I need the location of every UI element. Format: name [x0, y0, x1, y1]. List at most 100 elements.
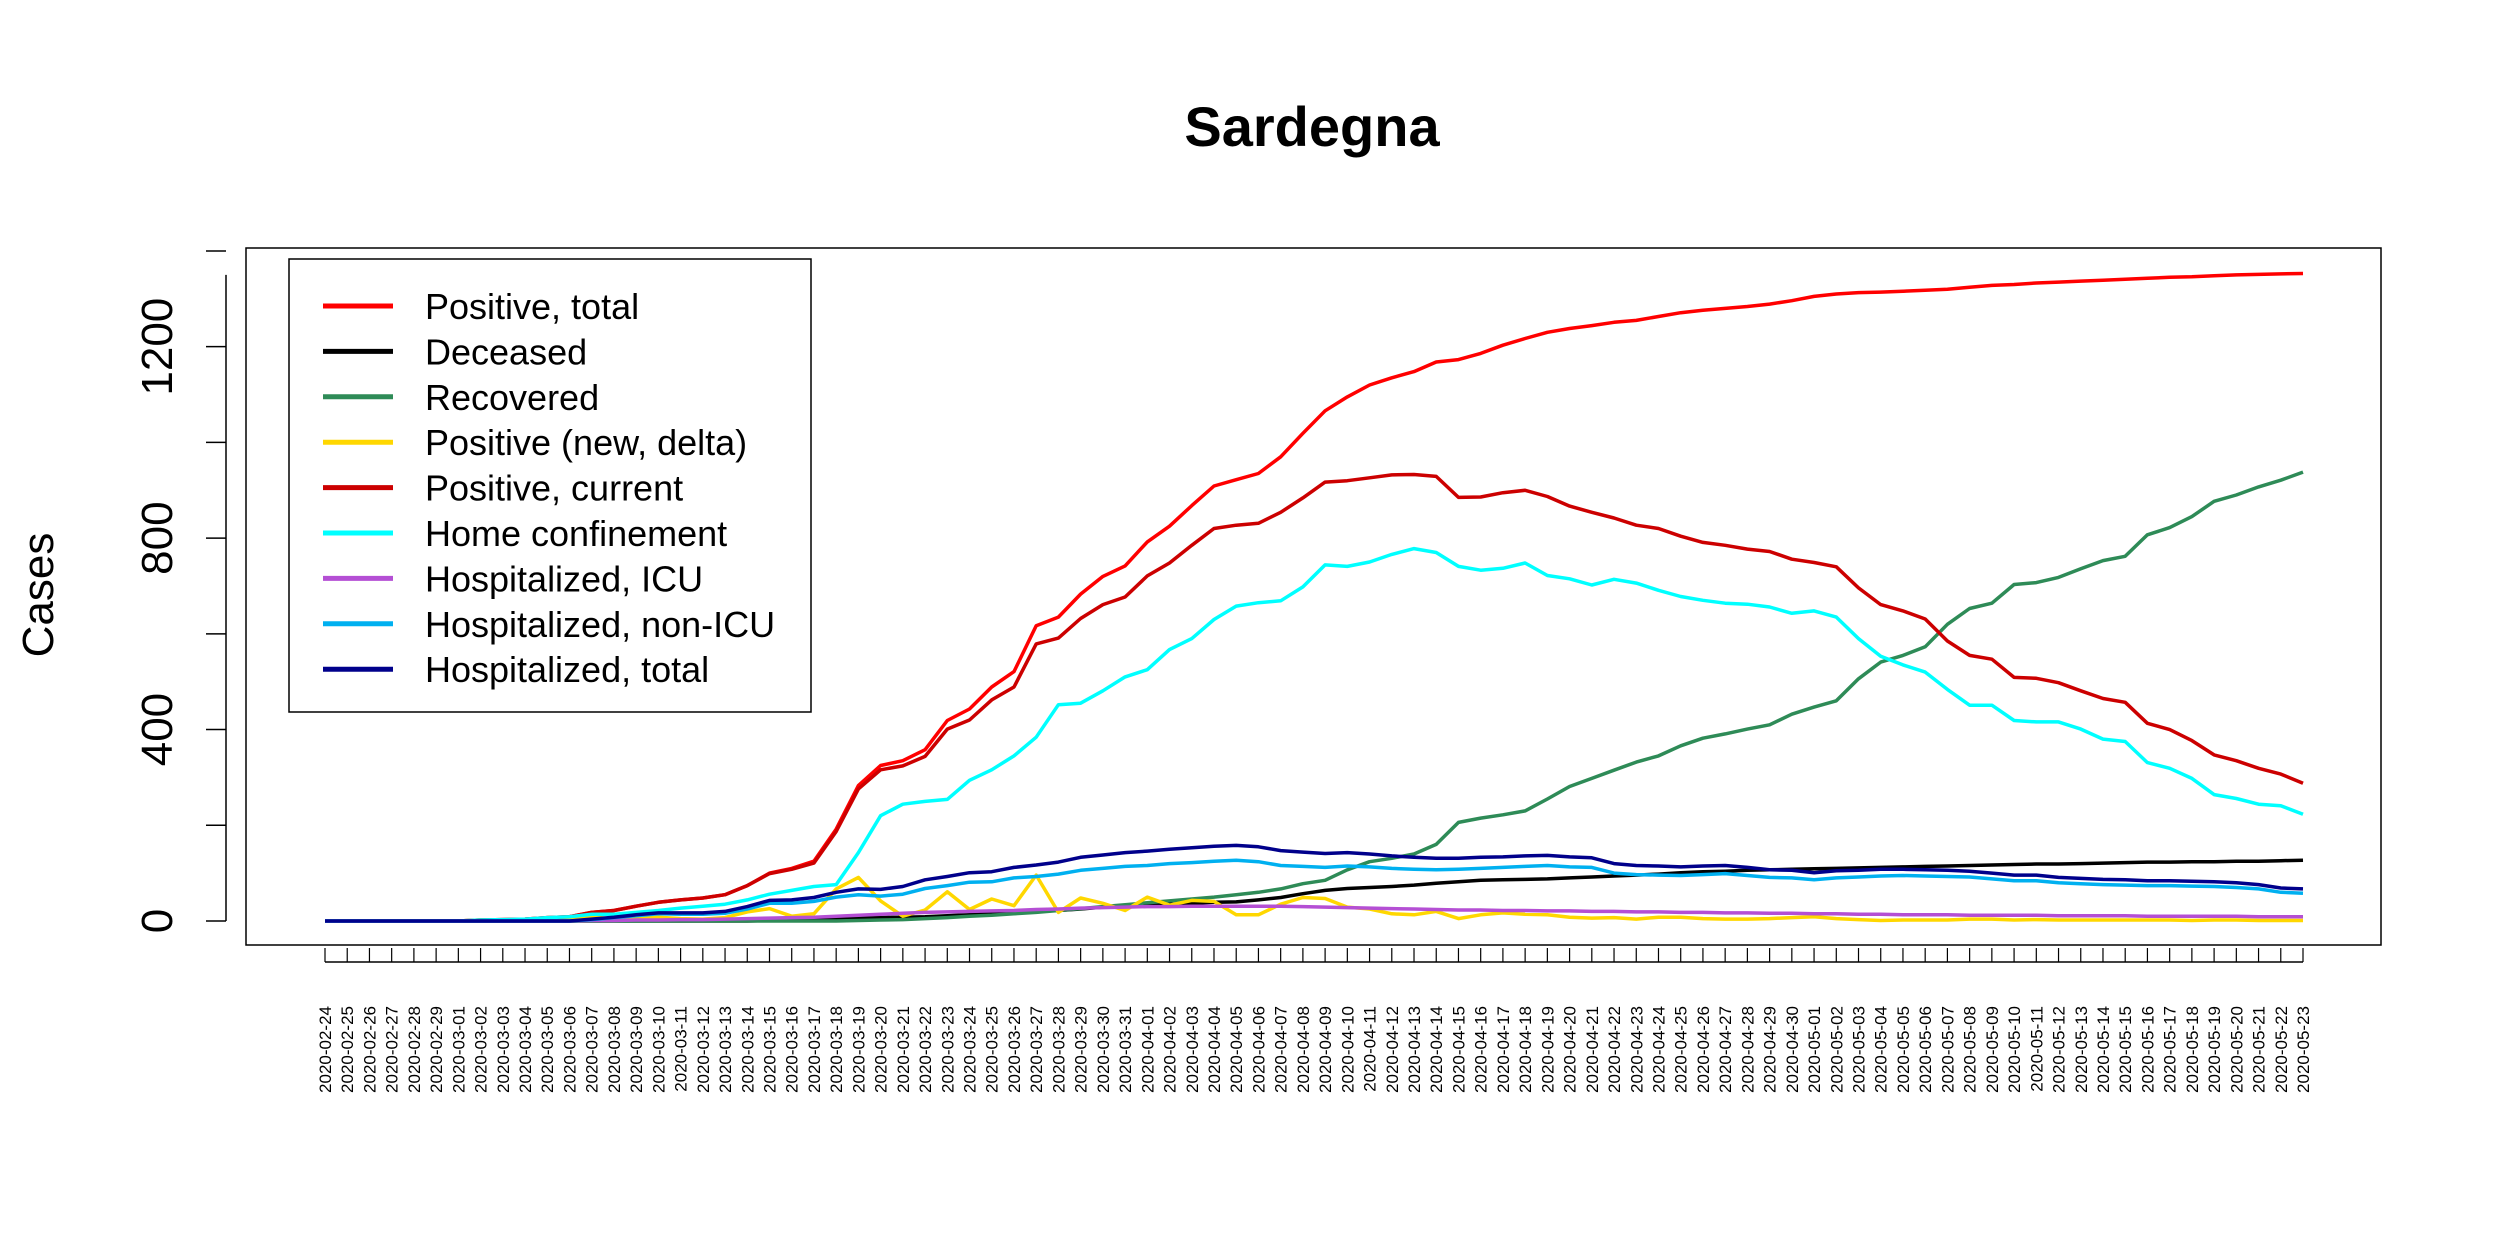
- x-tick-label: 2020-02-26: [360, 1006, 379, 1093]
- x-tick-label: 2020-04-16: [1472, 1006, 1491, 1093]
- x-tick-label: 2020-03-19: [849, 1006, 868, 1093]
- x-tick-label: 2020-04-19: [1538, 1006, 1557, 1093]
- x-tick-label: 2020-03-28: [1049, 1006, 1068, 1093]
- series-layer: [325, 271, 2304, 923]
- x-tick-label: 2020-04-22: [1605, 1006, 1624, 1093]
- y-axis-label: Cases: [14, 533, 63, 658]
- x-tick-label: 2020-04-26: [1694, 1006, 1713, 1093]
- x-tick-label: 2020-03-02: [472, 1006, 491, 1093]
- x-tick-label: 2020-05-14: [2094, 1006, 2113, 1093]
- x-tick-label: 2020-04-01: [1138, 1006, 1157, 1093]
- y-axis: 0 400 800 1200: [133, 250, 227, 933]
- x-tick-label: 2020-05-11: [2027, 1006, 2046, 1092]
- x-tick-label: 2020-03-21: [894, 1006, 913, 1093]
- x-tick-label: 2020-03-17: [805, 1006, 824, 1093]
- x-tick-label: 2020-05-21: [2250, 1006, 2269, 1093]
- x-tick-label: 2020-04-30: [1783, 1006, 1802, 1093]
- x-tick-label: 2020-04-20: [1561, 1006, 1580, 1093]
- legend-label: Home confinement: [425, 513, 727, 554]
- y-tick-label: 0: [133, 909, 182, 933]
- x-tick-label: 2020-03-24: [961, 1006, 980, 1093]
- chart-title: Sardegna: [1184, 95, 1440, 158]
- x-tick-label: 2020-03-27: [1027, 1006, 1046, 1093]
- x-tick-label: 2020-03-25: [983, 1006, 1002, 1093]
- x-tick-label: 2020-05-05: [1894, 1006, 1913, 1093]
- x-tick-label: 2020-04-29: [1761, 1006, 1780, 1093]
- x-tick-label: 2020-04-07: [1272, 1006, 1291, 1093]
- x-tick-label: 2020-03-29: [1072, 1006, 1091, 1093]
- x-tick-label: 2020-04-18: [1516, 1006, 1535, 1093]
- x-tick-label: 2020-03-04: [516, 1006, 535, 1093]
- x-tick-label: 2020-04-21: [1583, 1006, 1602, 1093]
- x-tick-label: 2020-04-08: [1294, 1006, 1313, 1093]
- x-tick-label: 2020-04-13: [1405, 1006, 1424, 1093]
- x-tick-label: 2020-03-14: [738, 1006, 757, 1093]
- x-tick-label: 2020-03-06: [560, 1006, 579, 1093]
- y-tick-label: 400: [133, 693, 182, 766]
- x-tick-label: 2020-03-08: [605, 1006, 624, 1093]
- x-tick-label: 2020-03-31: [1116, 1006, 1135, 1093]
- series-line-7: [325, 904, 2303, 923]
- x-tick-label: 2020-03-16: [783, 1006, 802, 1093]
- x-tick-label: 2020-05-19: [2205, 1006, 2224, 1093]
- x-axis: 2020-02-24 2020-02-25 2020-02-26 2020-02-27…: [316, 948, 2313, 1093]
- x-tick-label: 2020-03-13: [716, 1006, 735, 1093]
- legend-label: Deceased: [425, 331, 587, 372]
- x-tick-label: 2020-02-29: [427, 1006, 446, 1093]
- x-tick-label: 2020-04-05: [1227, 1006, 1246, 1093]
- x-tick-label: 2020-03-20: [872, 1006, 891, 1093]
- legend-label: Hospitalized, total: [425, 649, 709, 690]
- x-tick-label: 2020-05-10: [2005, 1006, 2024, 1093]
- x-tick-label: 2020-05-17: [2161, 1006, 2180, 1093]
- x-tick-label: 2020-05-20: [2227, 1006, 2246, 1093]
- series-line-6: [325, 546, 2304, 923]
- x-tick-label: 2020-05-04: [1872, 1006, 1891, 1093]
- x-tick-label: 2020-03-10: [649, 1006, 668, 1093]
- x-tick-label: 2020-04-25: [1672, 1006, 1691, 1093]
- y-tick-label: 1200: [133, 298, 182, 396]
- x-tick-label: 2020-04-11: [1361, 1006, 1380, 1092]
- x-tick-label: 2020-05-08: [1961, 1006, 1980, 1093]
- x-tick-label: 2020-04-17: [1494, 1006, 1513, 1093]
- legend-label: Hospitalized, ICU: [425, 558, 703, 599]
- legend-label: Positive, current: [425, 468, 683, 509]
- series-line-4: [325, 873, 2303, 923]
- x-tick-label: 2020-03-18: [827, 1006, 846, 1093]
- x-tick-label: 2020-03-30: [1094, 1006, 1113, 1093]
- x-tick-label: 2020-04-23: [1627, 1006, 1646, 1093]
- x-tick-label: 2020-04-15: [1449, 1006, 1468, 1093]
- x-tick-label: 2020-04-14: [1427, 1006, 1446, 1093]
- x-tick-label: 2020-03-26: [1005, 1006, 1024, 1093]
- x-tick-label: 2020-04-03: [1183, 1006, 1202, 1093]
- x-tick-label: 2020-03-01: [449, 1006, 468, 1093]
- x-tick-label: 2020-03-07: [583, 1006, 602, 1093]
- legend-label: Recovered: [425, 377, 599, 418]
- x-tick-label: 2020-02-27: [383, 1006, 402, 1093]
- x-tick-label: 2020-03-22: [916, 1006, 935, 1093]
- x-tick-label: 2020-05-16: [2138, 1006, 2157, 1093]
- x-tick-label: 2020-05-15: [2116, 1006, 2135, 1093]
- x-tick-label: 2020-02-28: [405, 1006, 424, 1093]
- x-tick-label: 2020-04-24: [1649, 1006, 1668, 1093]
- x-tick-label: 2020-02-24: [316, 1006, 335, 1093]
- plot-frame: [245, 247, 2382, 946]
- x-tick-label: 2020-03-11: [672, 1006, 691, 1092]
- x-tick-label: 2020-05-13: [2072, 1006, 2091, 1093]
- x-tick-label: 2020-05-07: [1938, 1006, 1957, 1093]
- x-tick-label: 2020-05-12: [2050, 1006, 2069, 1093]
- x-tick-label: 2020-05-09: [1983, 1006, 2002, 1093]
- legend-label: Hospitalized, non-ICU: [425, 604, 775, 645]
- x-tick-label: 2020-04-10: [1338, 1006, 1357, 1093]
- x-tick-label: 2020-05-18: [2183, 1006, 2202, 1093]
- x-tick-label: 2020-04-09: [1316, 1006, 1335, 1093]
- x-tick-label: 2020-03-12: [694, 1006, 713, 1093]
- series-line-5: [325, 472, 2304, 923]
- x-tick-label: 2020-04-06: [1249, 1006, 1268, 1093]
- x-tick-label: 2020-03-09: [627, 1006, 646, 1093]
- x-tick-label: 2020-03-15: [760, 1006, 779, 1093]
- x-tick-label: 2020-05-06: [1916, 1006, 1935, 1093]
- legend: Positive, totalDeceasedRecoveredPositive…: [288, 258, 812, 713]
- x-tick-label: 2020-05-22: [2272, 1006, 2291, 1093]
